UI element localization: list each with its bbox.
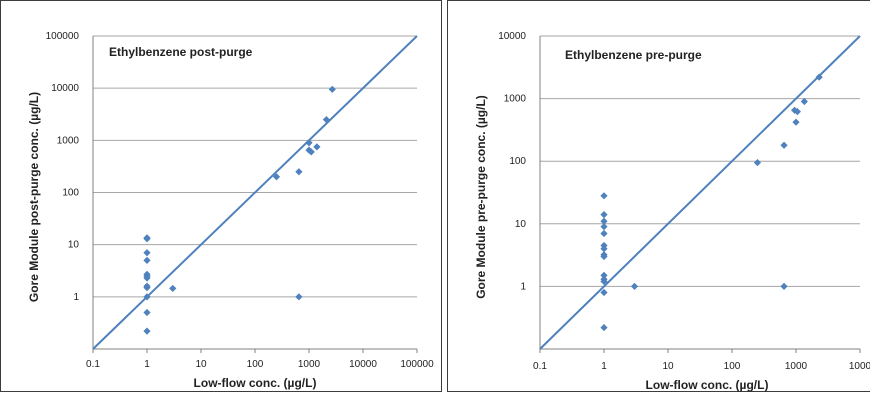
x-axis-label: Low-flow conc. (µg/L) xyxy=(194,376,317,390)
chart-title: Ethylbenzene pre-purge xyxy=(565,48,702,62)
data-point xyxy=(295,293,303,301)
chart-panel-post-purge: 1 10 100 1000 10000 100000 0.1 1 10 100 1000 10000 1… xyxy=(0,0,442,392)
data-point xyxy=(143,327,151,335)
data-point xyxy=(143,256,151,264)
y-tick-label: 1 xyxy=(520,281,526,292)
y-tick-label: 10000 xyxy=(51,83,79,94)
x-tick-label: 1000 xyxy=(298,359,321,370)
y-tick-label: 10 xyxy=(68,240,80,251)
data-point xyxy=(790,106,799,114)
data-point xyxy=(630,282,639,290)
data-point xyxy=(272,173,281,181)
x-tick-label: 1 xyxy=(144,359,150,370)
x-tick-label: 10000 xyxy=(349,359,377,370)
y-tick-label: 10000 xyxy=(498,31,526,42)
x-tick-label: 0.1 xyxy=(533,361,547,372)
data-point xyxy=(328,85,336,93)
y-tick-label: 1 xyxy=(73,292,79,303)
x-tick-label: 100 xyxy=(247,359,264,370)
data-point xyxy=(600,252,608,261)
data-point xyxy=(295,168,303,176)
y-tick-label: 100 xyxy=(509,156,526,167)
data-point xyxy=(143,308,151,317)
data-point xyxy=(169,284,177,293)
data-point xyxy=(600,211,608,219)
y-tick-label: 100 xyxy=(62,188,79,199)
y-tick-label: 1000 xyxy=(57,135,80,146)
x-tick-label: 10 xyxy=(662,361,674,372)
data-point xyxy=(322,115,330,124)
y-axis-label: Gore Module pre-purge conc. (µg/L) xyxy=(474,95,488,299)
x-tick-label: 100000 xyxy=(400,359,434,370)
x-tick-label: 0.1 xyxy=(86,359,100,370)
x-tick-label: 1000 xyxy=(785,361,808,372)
data-point xyxy=(600,323,608,332)
data-point xyxy=(815,73,823,81)
x-axis-label: Low-flow conc. (µg/L) xyxy=(646,378,769,392)
chart-post-purge: 1 10 100 1000 10000 100000 0.1 1 10 100 1000 10000 1… xyxy=(27,31,434,390)
y-tick-label: 100000 xyxy=(46,31,80,42)
data-point xyxy=(143,284,151,292)
chart-pre-purge: 1 10 100 1000 10000 0.1 1 10 100 1000 1000 Ethylbe… xyxy=(474,31,870,392)
data-point xyxy=(780,141,788,149)
data-point xyxy=(600,277,608,286)
plot-area: 1 10 100 1000 10000 100000 0.1 1 10 100 1000 10000 1… xyxy=(46,31,434,370)
data-point xyxy=(143,274,151,282)
data-point xyxy=(780,282,788,290)
data-point xyxy=(600,192,608,200)
x-tick-label: 1000 xyxy=(849,361,870,372)
data-point xyxy=(313,143,321,151)
data-point xyxy=(600,271,608,279)
data-point xyxy=(600,245,608,253)
data-point xyxy=(600,217,608,225)
data-point xyxy=(600,288,608,297)
data-point xyxy=(753,158,762,167)
data-point xyxy=(305,139,313,147)
data-point xyxy=(143,293,151,301)
chart-panel-pre-purge: 1 10 100 1000 10000 0.1 1 10 100 1000 1000 Ethylbe… xyxy=(447,0,870,392)
data-point xyxy=(792,118,800,126)
chart-title: Ethylbenzene post-purge xyxy=(109,45,253,59)
y-tick-label: 1000 xyxy=(504,94,527,105)
x-tick-label: 100 xyxy=(724,361,741,372)
x-tick-label: 10 xyxy=(195,359,207,370)
data-point xyxy=(143,249,151,257)
data-point xyxy=(307,148,315,156)
plot-area: 1 10 100 1000 10000 0.1 1 10 100 1000 1000 xyxy=(498,31,870,372)
data-point xyxy=(600,223,608,231)
y-axis-label: Gore Module post-purge conc. (µg/L) xyxy=(27,92,41,302)
data-point xyxy=(793,107,801,116)
y-tick-label: 10 xyxy=(515,219,527,230)
data-point xyxy=(143,235,151,243)
data-point xyxy=(600,229,608,238)
reference-line-1-to-1 xyxy=(539,35,861,350)
data-point xyxy=(800,97,808,106)
x-tick-label: 1 xyxy=(601,361,607,372)
